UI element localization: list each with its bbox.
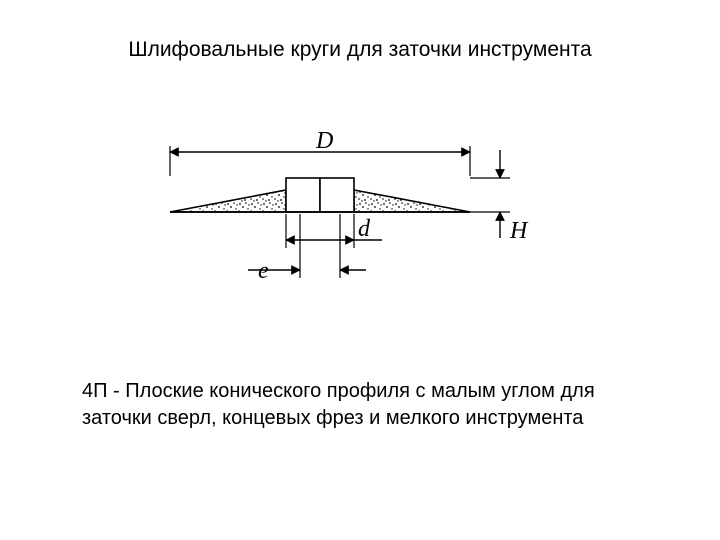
page-title: Шлифовальные круги для заточки инструмен…	[0, 38, 720, 62]
label-e: e	[258, 258, 269, 285]
dimension-H	[470, 150, 510, 238]
label-d: d	[358, 216, 370, 243]
grinding-wheel-diagram: D H d e	[130, 130, 590, 320]
wheel-cross-section	[170, 178, 470, 212]
label-H: H	[510, 218, 527, 245]
description-text: 4П - Плоские конического профиля с малым…	[82, 378, 642, 432]
label-D: D	[316, 128, 333, 155]
